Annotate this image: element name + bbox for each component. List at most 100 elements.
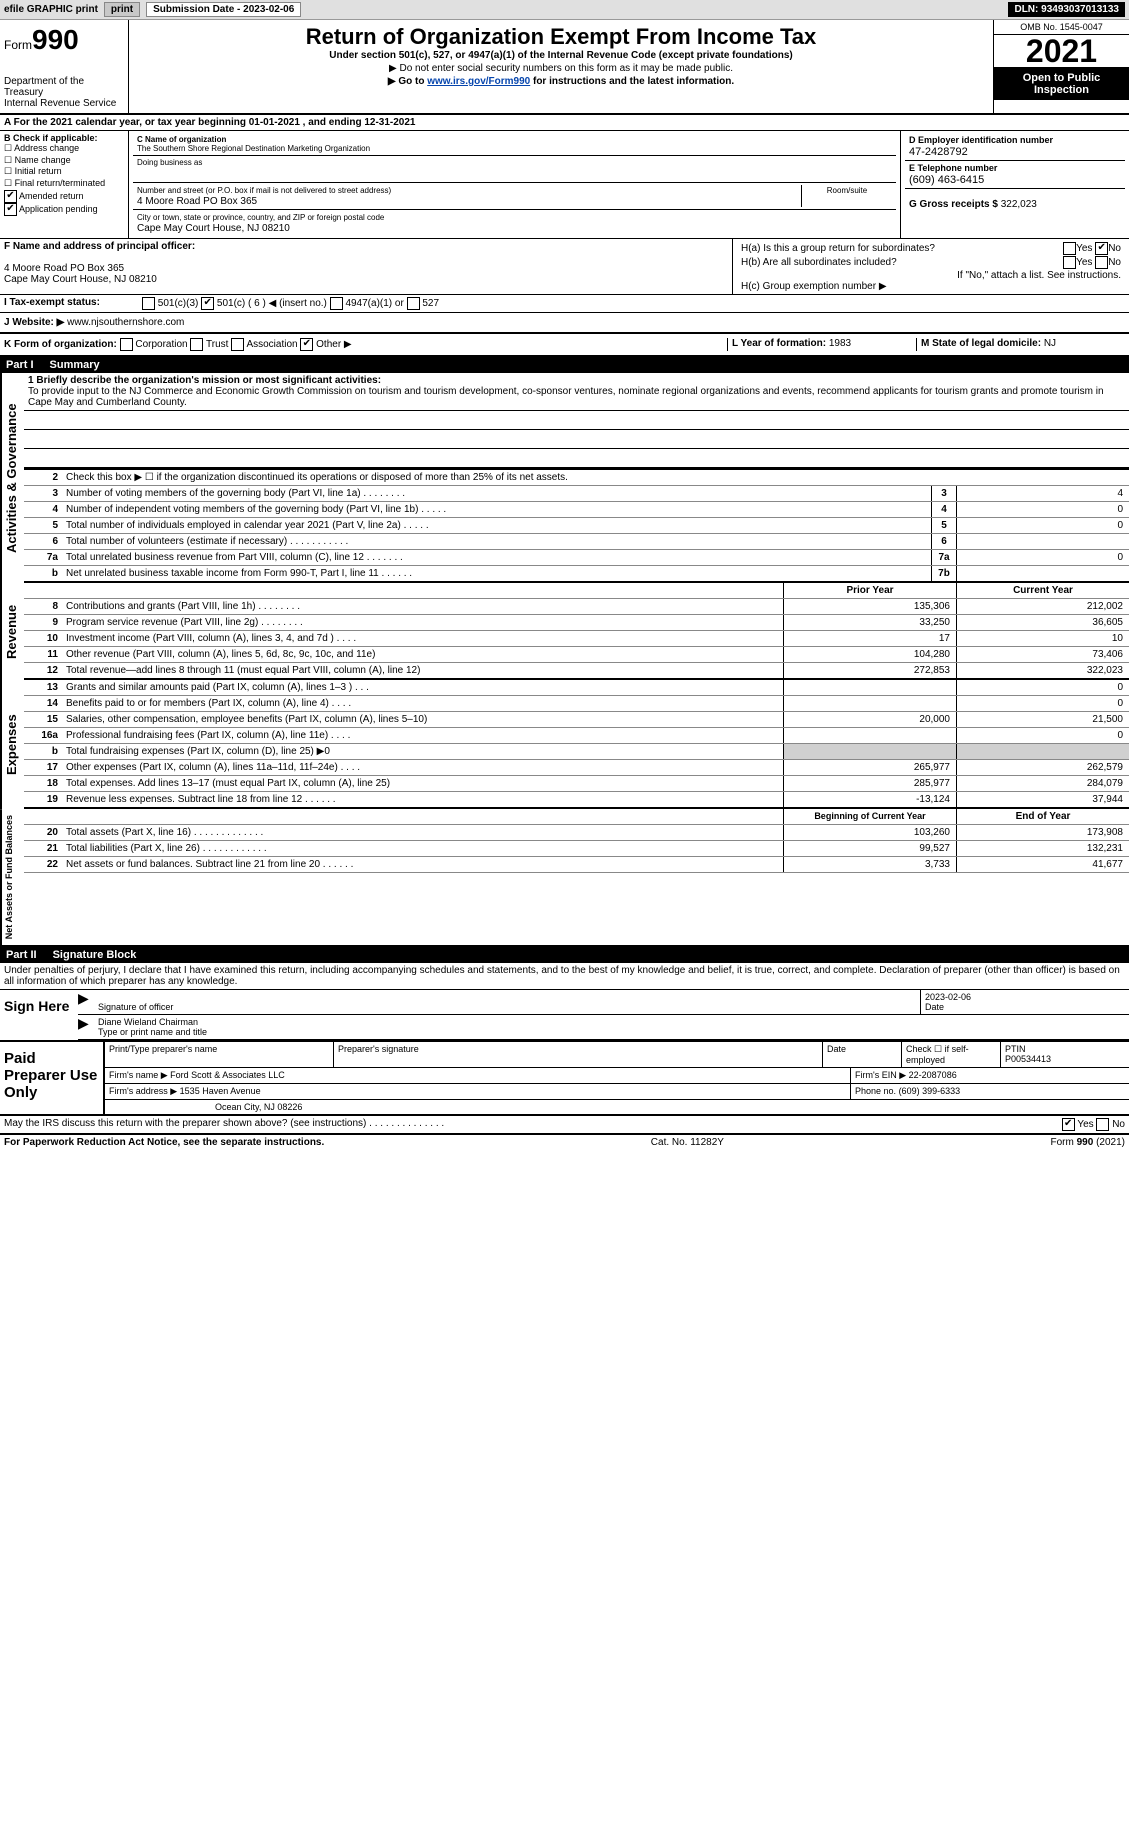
c10: 10 — [956, 631, 1129, 646]
p16a — [783, 728, 956, 743]
c21: 132,231 — [956, 841, 1129, 856]
instructions-link-line: ▶ Go to www.irs.gov/Form990 for instruct… — [133, 76, 989, 87]
tax-year: 2021 — [994, 35, 1129, 68]
ssn-notice: ▶ Do not enter social security numbers o… — [133, 63, 989, 74]
form-page-id: Form 990 (2021) — [1051, 1137, 1125, 1148]
chk-hb-yes[interactable] — [1063, 256, 1076, 269]
c15: 21,500 — [956, 712, 1129, 727]
entity-block: B Check if applicable: ☐ Address change … — [0, 131, 1129, 239]
revenue-section: Revenue Prior Year Current Year 8Contrib… — [0, 583, 1129, 680]
form-title-box: Return of Organization Exempt From Incom… — [129, 20, 993, 113]
p15: 20,000 — [783, 712, 956, 727]
p14 — [783, 696, 956, 711]
open-to-public: Open to Public Inspection — [994, 68, 1129, 100]
val-7a: 0 — [956, 550, 1129, 565]
paid-preparer-block: Paid Preparer Use Only Print/Type prepar… — [0, 1042, 1129, 1116]
val-3: 4 — [956, 486, 1129, 501]
side-activities: Activities & Governance — [0, 373, 24, 583]
print-button[interactable]: print — [104, 2, 140, 17]
arrow-icon: ▶ — [78, 990, 94, 1014]
c11: 73,406 — [956, 647, 1129, 662]
efile-label: efile GRAPHIC print — [4, 4, 98, 15]
side-netassets: Net Assets or Fund Balances — [0, 809, 24, 945]
p11: 104,280 — [783, 647, 956, 662]
box-i-label: I Tax-exempt status: — [0, 295, 138, 312]
p9: 33,250 — [783, 615, 956, 630]
submission-date: Submission Date - 2023-02-06 — [146, 2, 301, 17]
box-d-e-g: D Employer identification number 47-2428… — [900, 131, 1129, 238]
sign-date: 2023-02-06 — [925, 992, 971, 1002]
instructions-link[interactable]: www.irs.gov/Form990 — [427, 76, 530, 87]
p10: 17 — [783, 631, 956, 646]
form-number: 990 — [32, 24, 79, 55]
officer-addr1: 4 Moore Road PO Box 365 — [4, 263, 124, 274]
chk-discuss-no[interactable] — [1096, 1118, 1109, 1131]
sign-here-label: Sign Here — [0, 990, 78, 1040]
chk-name-change[interactable]: ☐ Name change — [4, 155, 124, 167]
val-5: 0 — [956, 518, 1129, 533]
website: www.njsouthernshore.com — [67, 317, 184, 328]
p12: 272,853 — [783, 663, 956, 678]
org-name: The Southern Shore Regional Destination … — [137, 144, 370, 153]
val-6 — [956, 534, 1129, 549]
firm-phone: (609) 399-6333 — [899, 1086, 961, 1096]
signer-name: Diane Wieland Chairman — [98, 1017, 198, 1027]
netassets-section: Net Assets or Fund Balances Beginning of… — [0, 809, 1129, 947]
p13 — [783, 680, 956, 695]
c20: 173,908 — [956, 825, 1129, 840]
page-footer: For Paperwork Reduction Act Notice, see … — [0, 1135, 1129, 1150]
catalog-number: Cat. No. 11282Y — [651, 1137, 724, 1148]
irs-label: Internal Revenue Service — [4, 98, 124, 109]
row-j: J Website: ▶ www.njsouthernshore.com — [0, 313, 1129, 334]
c17: 262,579 — [956, 760, 1129, 775]
box-b-header: B Check if applicable: — [4, 133, 98, 143]
street-address: 4 Moore Road PO Box 365 — [137, 196, 257, 207]
phone: (609) 463-6415 — [909, 174, 984, 186]
arrow-icon: ▶ — [78, 1015, 94, 1039]
chk-initial-return[interactable]: ☐ Initial return — [4, 166, 124, 178]
officer-addr2: Cape May Court House, NJ 08210 — [4, 274, 157, 285]
perjury-declaration: Under penalties of perjury, I declare th… — [0, 963, 1129, 990]
chk-ha-yes[interactable] — [1063, 242, 1076, 255]
part-2-header: Part II Signature Block — [0, 947, 1129, 963]
dln: DLN: 93493037013133 — [1008, 2, 1125, 17]
line-a: A For the 2021 calendar year, or tax yea… — [0, 115, 1129, 131]
activities-governance: Activities & Governance 1 Briefly descri… — [0, 373, 1129, 583]
p22: 3,733 — [783, 857, 956, 872]
p18: 285,977 — [783, 776, 956, 791]
form-title: Return of Organization Exempt From Incom… — [133, 24, 989, 50]
chk-address-change[interactable]: ☐ Address change — [4, 143, 124, 155]
city-state-zip: Cape May Court House, NJ 08210 — [137, 223, 290, 234]
c9: 36,605 — [956, 615, 1129, 630]
chk-hb-no[interactable] — [1095, 256, 1108, 269]
chk-amended-return[interactable]: Amended return — [4, 190, 124, 203]
mission-text: To provide input to the NJ Commerce and … — [28, 386, 1104, 408]
chk-final-return[interactable]: ☐ Final return/terminated — [4, 178, 124, 190]
form-word: Form — [4, 38, 32, 52]
chk-discuss-yes[interactable] — [1062, 1118, 1075, 1131]
val-7b — [956, 566, 1129, 581]
c12: 322,023 — [956, 663, 1129, 678]
box-c: C Name of organization The Southern Shor… — [129, 131, 900, 238]
firm-name: Ford Scott & Associates LLC — [170, 1070, 285, 1080]
chk-app-pending[interactable]: Application pending — [4, 203, 124, 216]
p19: -13,124 — [783, 792, 956, 807]
side-revenue: Revenue — [0, 583, 24, 680]
paid-preparer-label: Paid Preparer Use Only — [0, 1042, 105, 1114]
c13: 0 — [956, 680, 1129, 695]
c19: 37,944 — [956, 792, 1129, 807]
paperwork-notice: For Paperwork Reduction Act Notice, see … — [4, 1137, 324, 1148]
title-row: Form990 Department of the Treasury Inter… — [0, 20, 1129, 115]
ptin: P00534413 — [1005, 1054, 1051, 1064]
side-expenses: Expenses — [0, 680, 24, 809]
box-h: H(a) Is this a group return for subordin… — [733, 239, 1129, 294]
p8: 135,306 — [783, 599, 956, 614]
ein: 47-2428792 — [909, 146, 968, 158]
firm-addr2: Ocean City, NJ 08226 — [105, 1100, 1129, 1114]
chk-ha-no[interactable] — [1095, 242, 1108, 255]
officer-group-block: F Name and address of principal officer:… — [0, 239, 1129, 295]
form-right-box: OMB No. 1545-0047 2021 Open to Public In… — [993, 20, 1129, 113]
gross-receipts: 322,023 — [1001, 199, 1037, 210]
treasury-dept: Department of the Treasury — [4, 76, 124, 98]
efile-header: efile GRAPHIC print print Submission Dat… — [0, 0, 1129, 20]
